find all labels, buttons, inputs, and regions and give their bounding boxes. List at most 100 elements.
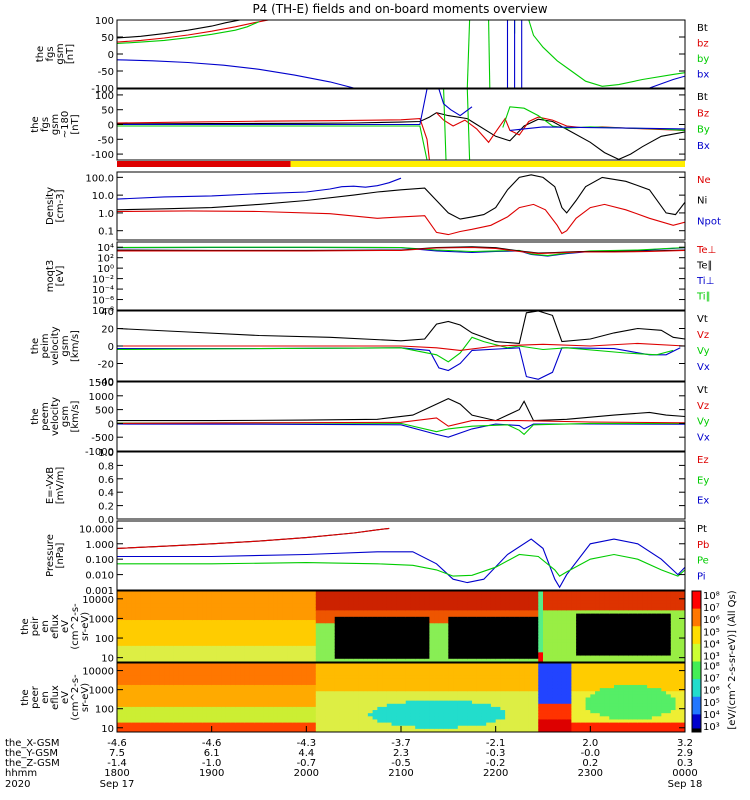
spectrogram-cell — [680, 610, 685, 615]
spectrogram-cell — [244, 691, 251, 695]
spectrogram-cell — [462, 629, 468, 634]
spectrogram-cell — [206, 691, 213, 695]
spectrogram-cell — [344, 639, 350, 644]
spectrogram-cell — [259, 594, 265, 599]
spectrogram-cell — [543, 591, 549, 595]
spectrogram-cell — [528, 642, 535, 647]
spectrogram-cell — [528, 594, 535, 599]
spectrogram-cell — [528, 666, 535, 670]
spectrogram-cell — [561, 691, 568, 695]
spectrogram-cell — [666, 649, 672, 653]
spectrogram-cell — [277, 642, 284, 647]
spectrogram-cell — [486, 597, 492, 602]
spectrogram-cell — [244, 632, 251, 637]
spectrogram-cell — [277, 669, 284, 674]
spectrogram-cell — [519, 728, 525, 732]
spectrogram-cell — [410, 728, 416, 732]
spectrogram-cell — [268, 728, 274, 732]
spectrogram-cell — [623, 610, 629, 615]
spectrogram-cell — [277, 666, 284, 670]
spectrogram-cell — [472, 636, 478, 641]
spectrogram-cell — [164, 706, 170, 711]
spectrogram-cell — [552, 626, 558, 631]
spectrogram-cell — [145, 620, 151, 624]
spectrogram-cell — [249, 632, 255, 637]
spectrogram-cell — [585, 652, 591, 657]
spectrogram-cell — [169, 597, 175, 602]
spectrogram-cell — [656, 613, 662, 618]
spectrogram-cell — [117, 642, 123, 647]
spectrogram-cell — [377, 681, 383, 686]
spectrogram-cell — [164, 645, 170, 650]
spectrogram-cell — [206, 722, 213, 727]
spectrogram-cell — [225, 719, 232, 724]
spectrogram-cell — [344, 655, 350, 660]
spectrogram-cell — [254, 722, 260, 727]
spectrogram-cell — [599, 597, 606, 602]
spectrogram-cell — [254, 675, 260, 680]
spectrogram-cell — [462, 681, 468, 686]
spectrogram-cell — [367, 691, 374, 695]
spectrogram-cell — [202, 716, 208, 721]
spectrogram-cell — [547, 594, 554, 599]
spectrogram-cell — [216, 629, 222, 634]
spectrogram-cell — [320, 722, 326, 727]
spectrogram-cell — [353, 694, 359, 699]
spectrogram-cell — [221, 716, 227, 721]
spectrogram-cell — [178, 719, 184, 724]
spectrogram-cell — [188, 713, 194, 717]
spectrogram-cell — [377, 594, 383, 599]
spectrogram-cell — [386, 591, 393, 595]
spectrogram-cell — [292, 620, 298, 624]
spectrogram-cell — [348, 672, 355, 677]
spectrogram-cell — [339, 591, 345, 595]
spectrogram-cell — [453, 691, 459, 695]
spectrogram-cell — [315, 591, 322, 595]
spectrogram-cell — [424, 681, 430, 686]
spectrogram-cell — [206, 658, 213, 662]
spectrogram-cell — [117, 722, 123, 727]
spectrogram-cell — [117, 681, 123, 686]
spectrogram-cell — [628, 600, 634, 605]
spectrogram-cell — [320, 639, 326, 644]
spectrogram-cell — [424, 655, 430, 660]
spectrogram-cell — [173, 645, 180, 650]
spectrogram-cell — [453, 681, 459, 686]
spectrogram-cell — [543, 666, 549, 670]
spectrogram-cell — [197, 642, 203, 647]
spectrogram-cell — [178, 649, 184, 653]
spectrogram-cell — [301, 719, 307, 724]
spectrogram-cell — [490, 666, 497, 670]
spectrogram-cell — [509, 620, 516, 624]
spectrogram-cell — [377, 691, 383, 695]
spectrogram-cell — [623, 645, 629, 650]
spectrogram-cell — [126, 697, 132, 702]
spectrogram-cell — [490, 681, 497, 686]
spectrogram-cell — [211, 697, 217, 702]
spectrogram-cell — [410, 623, 416, 628]
spectrogram-cell — [405, 706, 412, 711]
spectrogram-cell — [410, 603, 416, 608]
spectrogram-cell — [282, 694, 288, 699]
spectrogram-cell — [188, 623, 194, 628]
spectrogram-cell — [206, 603, 213, 608]
spectrogram-cell — [661, 632, 667, 637]
spectrogram-cell — [481, 691, 487, 695]
spectrogram-cell — [206, 610, 213, 615]
spectrogram-cell — [476, 722, 483, 727]
spectrogram-cell — [661, 610, 667, 615]
spectrogram-cell — [500, 678, 506, 683]
spectrogram-cell — [401, 728, 407, 732]
spectrogram-cell — [202, 713, 208, 717]
spectrogram-cell — [206, 642, 213, 647]
spectrogram-cell — [287, 722, 293, 727]
spectrogram-cell — [543, 703, 549, 708]
spectrogram-cell — [457, 620, 464, 624]
spectrogram-cell — [419, 700, 426, 705]
spectrogram-cell — [325, 597, 331, 602]
spectrogram-cell — [330, 607, 336, 611]
spectrogram-cell — [505, 722, 511, 727]
spectrogram-cell — [405, 636, 412, 641]
spectrogram-cell — [263, 697, 270, 702]
legend-Ne: Ne — [697, 175, 711, 186]
